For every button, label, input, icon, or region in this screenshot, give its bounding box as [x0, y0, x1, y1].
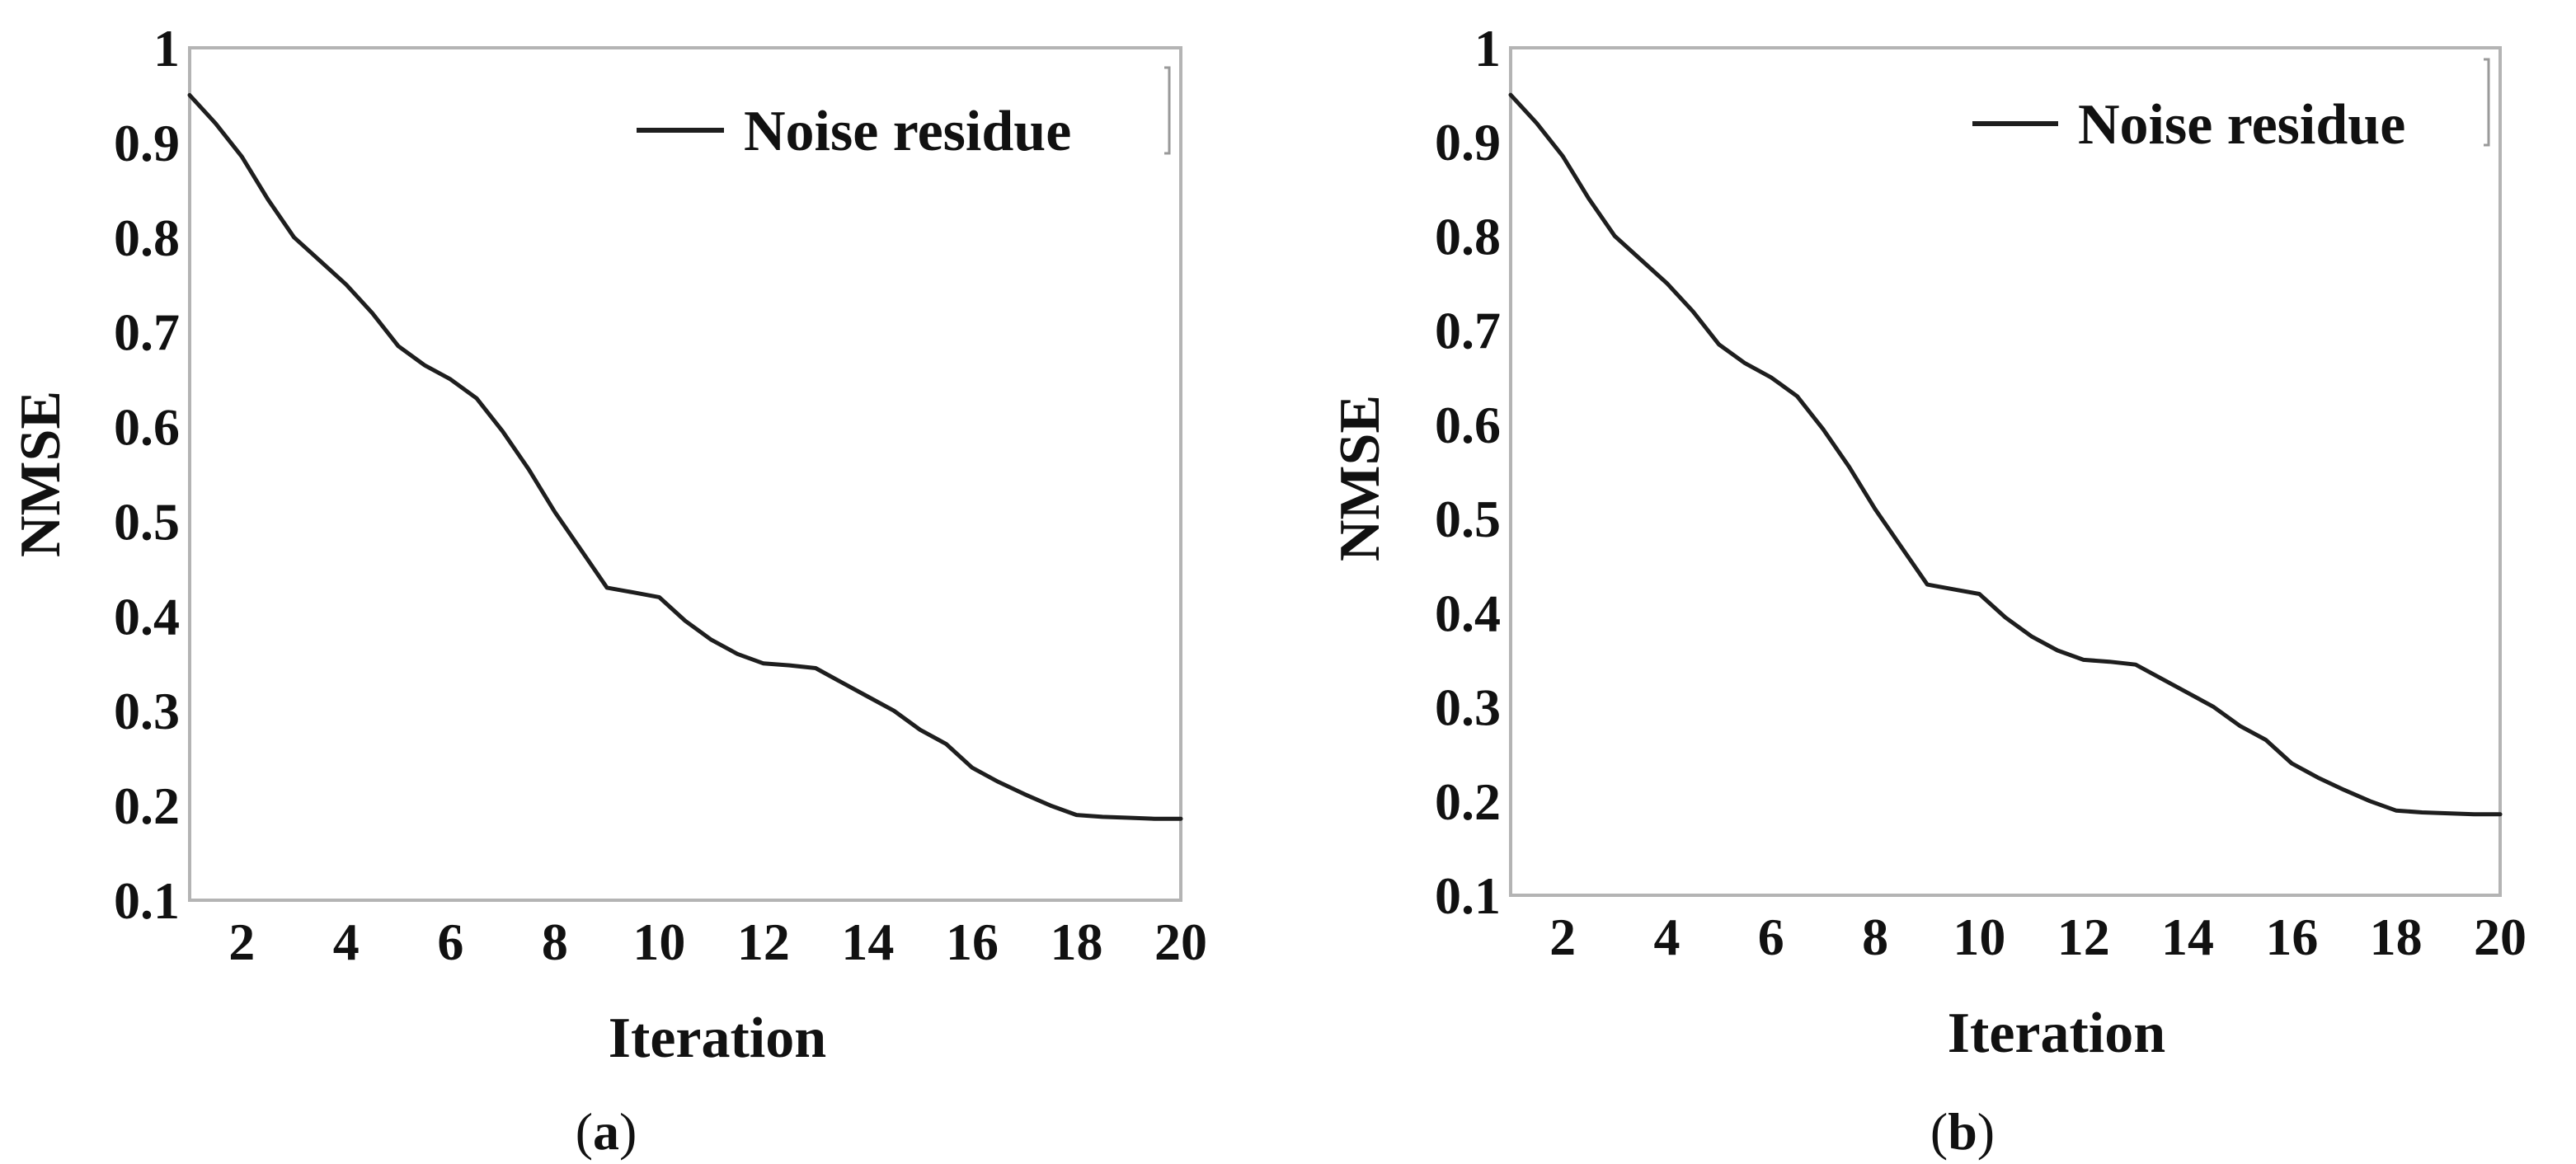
panel-caption-a: (a)	[576, 1102, 637, 1161]
y-axis-label: NMSE	[9, 391, 73, 557]
y-tick-label: 0.4	[114, 587, 180, 645]
y-tick-label: 0.9	[114, 114, 180, 172]
plot-frame	[188, 46, 1182, 902]
y-tick-label: 0.7	[1435, 302, 1501, 360]
y-tick-labels: 0.1 0.2 0.3 0.4 0.5 0.6 0.7 0.8 0.9 1	[1435, 19, 1501, 925]
x-tick-label: 20	[2474, 908, 2527, 966]
y-tick-label: 0.4	[1435, 584, 1501, 642]
x-tick-label: 8	[542, 913, 568, 971]
plot-frame	[1509, 46, 2502, 897]
panel-caption-letter: b	[1948, 1102, 1977, 1161]
y-tick-labels: 0.1 0.2 0.3 0.4 0.5 0.6 0.7 0.8 0.9 1	[114, 19, 180, 930]
legend: Noise residue	[637, 66, 1171, 163]
chart-svg-b: 0.1 0.2 0.3 0.4 0.5 0.6 0.7 0.8 0.9 1 2 4 6 8 10 12 14 1…	[1328, 19, 2527, 1161]
y-tick-label: 0.9	[1435, 113, 1501, 171]
panel-caption-b: (b)	[1930, 1102, 1995, 1161]
y-tick-label: 0.8	[1435, 207, 1501, 265]
chart-panel-a: 0.1 0.2 0.3 0.4 0.5 0.6 0.7 0.8 0.9 1 2 4 6 8 10 12 14 1…	[9, 19, 1207, 1161]
y-tick-label: 0.5	[114, 492, 180, 551]
y-tick-label: 0.3	[1435, 678, 1501, 737]
y-tick-label: 0.5	[1435, 490, 1501, 548]
x-tick-label: 6	[1758, 908, 1784, 966]
x-tick-labels: 2 4 6 8 10 12 14 16 18 20	[228, 913, 1207, 971]
y-axis-label: NMSE	[1328, 395, 1392, 561]
y-tick-label: 0.1	[114, 871, 180, 930]
x-axis-label: Iteration	[1948, 1002, 2165, 1065]
x-tick-label: 4	[1653, 908, 1680, 966]
x-tick-label: 18	[2370, 908, 2423, 966]
legend-label: Noise residue	[2078, 93, 2405, 157]
chart-panel-b: 0.1 0.2 0.3 0.4 0.5 0.6 0.7 0.8 0.9 1 2 4 6 8 10 12 14 1…	[1288, 0, 2576, 1164]
y-tick-label: 1	[1474, 19, 1501, 77]
x-tick-label: 8	[1862, 908, 1888, 966]
legend: Noise residue	[1972, 58, 2490, 157]
x-tick-label: 14	[841, 913, 894, 971]
x-tick-label: 18	[1050, 913, 1102, 971]
y-tick-label: 0.1	[1435, 866, 1501, 925]
y-tick-label: 0.8	[114, 209, 180, 267]
x-tick-label: 10	[1953, 908, 2005, 966]
legend-label: Noise residue	[744, 100, 1071, 163]
x-tick-label: 2	[228, 913, 255, 971]
x-tick-label: 4	[333, 913, 360, 971]
y-tick-label: 1	[153, 19, 180, 77]
series-line-noise-residue	[1508, 92, 2503, 817]
legend-box-edge	[2484, 58, 2490, 147]
x-tick-label: 6	[437, 913, 463, 971]
x-tick-labels: 2 4 6 8 10 12 14 16 18 20	[1549, 908, 2527, 966]
x-tick-label: 16	[946, 913, 999, 971]
legend-box-edge	[1164, 66, 1171, 155]
chart-svg-a: 0.1 0.2 0.3 0.4 0.5 0.6 0.7 0.8 0.9 1 2 4 6 8 10 12 14 1…	[9, 19, 1207, 1161]
panel-caption-letter: a	[593, 1102, 619, 1161]
x-tick-label: 12	[737, 913, 790, 971]
x-tick-label: 2	[1549, 908, 1576, 966]
x-tick-label: 10	[632, 913, 685, 971]
x-tick-label: 16	[2265, 908, 2318, 966]
y-tick-label: 0.7	[114, 303, 180, 362]
y-tick-label: 0.6	[1435, 396, 1501, 454]
y-tick-label: 0.6	[114, 398, 180, 457]
x-axis-label: Iteration	[609, 1007, 826, 1070]
series-line-noise-residue	[187, 92, 1183, 821]
y-tick-label: 0.3	[114, 682, 180, 740]
x-tick-label: 14	[2161, 908, 2214, 966]
y-tick-label: 0.2	[114, 777, 180, 835]
x-tick-label: 12	[2057, 908, 2110, 966]
x-tick-label: 20	[1154, 913, 1207, 971]
y-tick-label: 0.2	[1435, 772, 1501, 831]
